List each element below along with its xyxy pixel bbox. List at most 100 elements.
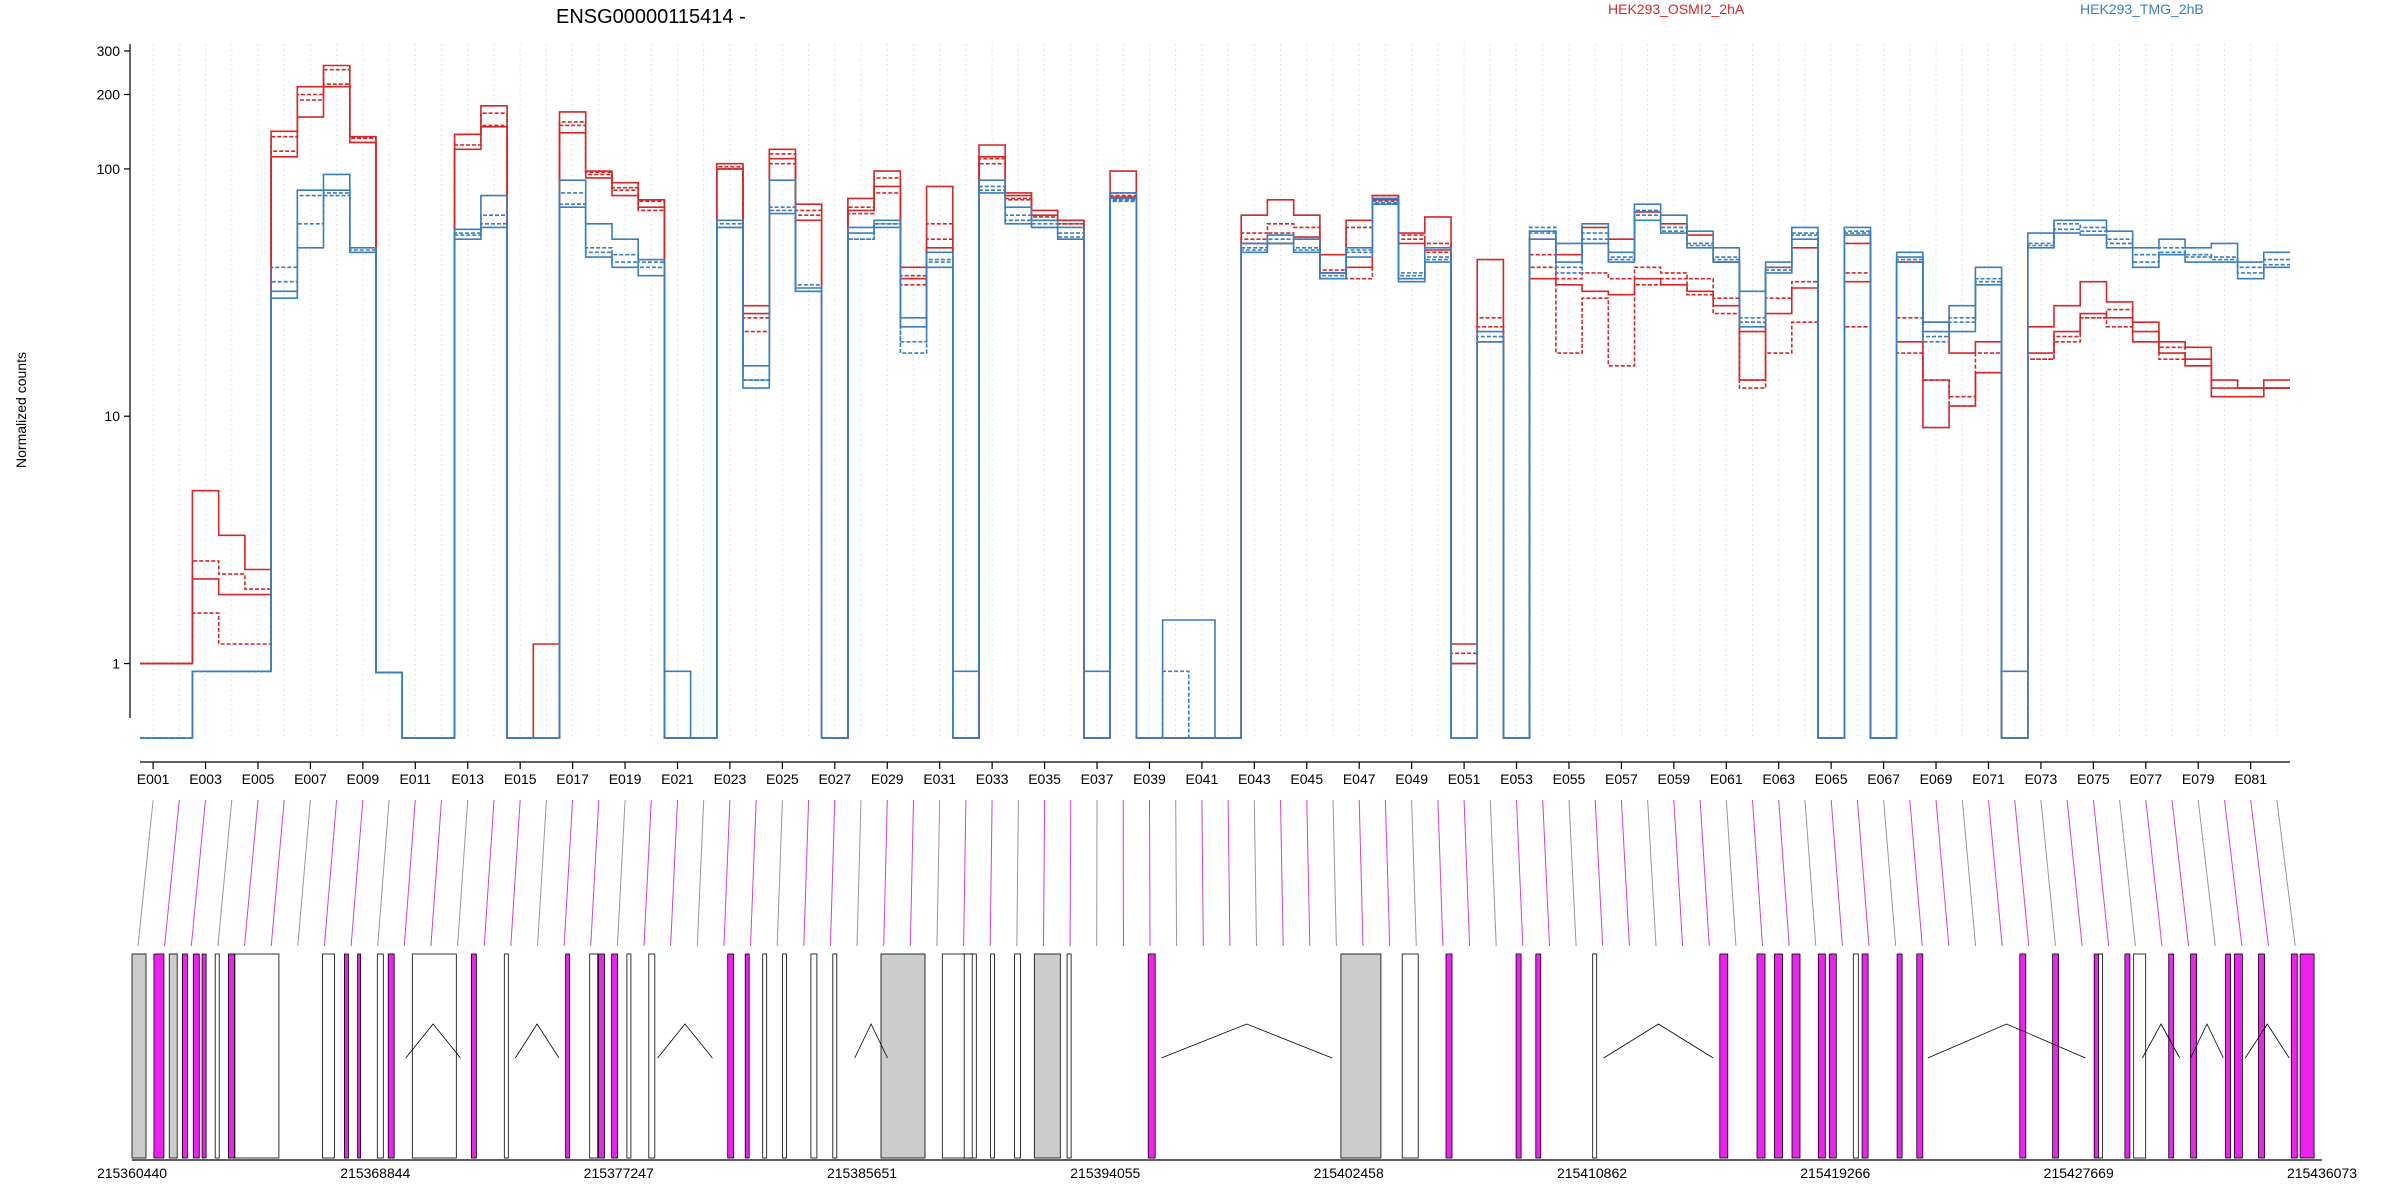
x-tick-label: E007 (294, 771, 327, 787)
exon-connector (350, 799, 364, 947)
x-tick-label: E039 (1133, 771, 1166, 787)
x-tick-label: E065 (1815, 771, 1848, 787)
exon-connector (1043, 799, 1046, 947)
genome-tick-label: 215410862 (1557, 1165, 1627, 1181)
exon-connector (1935, 799, 1950, 947)
exon-connector (1411, 799, 1417, 947)
exon-block (1401, 953, 1419, 1159)
exon-connector (270, 799, 285, 947)
exon-block (2052, 953, 2060, 1159)
exon-connector (723, 799, 731, 947)
intron-line (1927, 1023, 2086, 1059)
exon-connector (1883, 799, 1897, 947)
exon-connector (696, 799, 705, 947)
exon-connector (1778, 799, 1790, 947)
exon-connector (1358, 799, 1364, 947)
exon-block (963, 953, 973, 1159)
exon-block (2168, 953, 2175, 1159)
exon-connector (510, 799, 521, 947)
exon-connector (1830, 799, 1843, 947)
x-tick-label: E063 (1762, 771, 1795, 787)
series-lines (140, 64, 2290, 739)
exon-block (2133, 953, 2147, 1159)
x-tick-label: E067 (1867, 771, 1900, 787)
intron-line (514, 1023, 560, 1059)
exon-block (2124, 953, 2131, 1159)
x-tick-label: E057 (1605, 771, 1638, 787)
exon-connector-lines (137, 799, 2296, 947)
exon-connector (1201, 799, 1204, 947)
exon-block (1916, 953, 1924, 1159)
exon-connector (670, 799, 678, 947)
genome-tick-label: 215385651 (827, 1165, 897, 1181)
exon-connector (1725, 799, 1737, 947)
exon-connector (2276, 799, 2296, 947)
exon-connector (2066, 799, 2083, 947)
genome-tick-label: 215394055 (1070, 1165, 1140, 1181)
exon-connector (1856, 799, 1870, 947)
intron-line (2142, 1023, 2181, 1059)
x-tick-label: E021 (661, 771, 694, 787)
x-tick-label: E027 (818, 771, 851, 787)
x-tick-label: E033 (976, 771, 1009, 787)
exon-connector (1647, 799, 1657, 947)
exon-connector (403, 799, 416, 947)
exon-connector (1909, 799, 1923, 947)
exon-block (1861, 953, 1869, 1159)
exon-block (1592, 953, 1598, 1159)
exon-connector (989, 799, 993, 947)
exon-block (762, 953, 768, 1159)
exon-block (626, 953, 632, 1159)
x-tick-label: E029 (871, 771, 904, 787)
exon-connector (643, 799, 652, 947)
exon-block (1033, 953, 1061, 1159)
genome-tick-label: 215427669 (2044, 1165, 2114, 1181)
exon-connector (323, 799, 338, 947)
exon-block (1852, 953, 1859, 1159)
x-tick-label: E043 (1238, 771, 1271, 787)
exon-block (214, 953, 220, 1159)
exon-block (2299, 953, 2315, 1159)
exon-connector (164, 799, 180, 947)
x-tick-label: E045 (1290, 771, 1323, 787)
exon-block (611, 953, 618, 1159)
exon-block (1515, 953, 1522, 1159)
exon-connector (1516, 799, 1524, 947)
exon-block (2233, 953, 2243, 1159)
exon-connector (217, 799, 233, 947)
exon-connector (856, 799, 862, 947)
x-tick-label: E003 (189, 771, 222, 787)
intron-line (1603, 1023, 1714, 1059)
exon-connector (2145, 799, 2163, 947)
exon-connector (1699, 799, 1710, 947)
exon-block (1340, 953, 1382, 1159)
exon-block (153, 953, 165, 1159)
exon-connector (2250, 799, 2269, 947)
exon-block (2098, 953, 2104, 1159)
exon-connector (803, 799, 810, 947)
exon-connector (1384, 799, 1391, 947)
exon-block (1828, 953, 1837, 1159)
genome-tick-label: 215377247 (584, 1165, 654, 1181)
exon-connector (1253, 799, 1257, 947)
exon-connector (1437, 799, 1444, 947)
exon-block (744, 953, 750, 1159)
exon-block (1445, 953, 1453, 1159)
x-tick-label: E009 (347, 771, 380, 787)
x-tick-label: E031 (923, 771, 956, 787)
x-tick-label: E035 (1028, 771, 1061, 787)
x-tick-label: E025 (766, 771, 799, 787)
exon-connector (483, 799, 495, 947)
exon-connector (1069, 799, 1072, 947)
exon-block (648, 953, 656, 1159)
x-tick-label: E079 (2182, 771, 2215, 787)
exon-block (990, 953, 995, 1159)
exon-block (1817, 953, 1826, 1159)
chart-title: ENSG00000115414 - (556, 6, 746, 28)
exon-connector (1227, 799, 1231, 947)
exon-connector (829, 799, 836, 947)
genome-tick-label: 215436073 (2287, 1165, 2357, 1181)
x-axis: E001 E003 E005 E007 E009 E011 E013 E015 E017 E019… (137, 761, 2290, 787)
series-line (140, 173, 2290, 739)
intron-line (854, 1023, 888, 1059)
